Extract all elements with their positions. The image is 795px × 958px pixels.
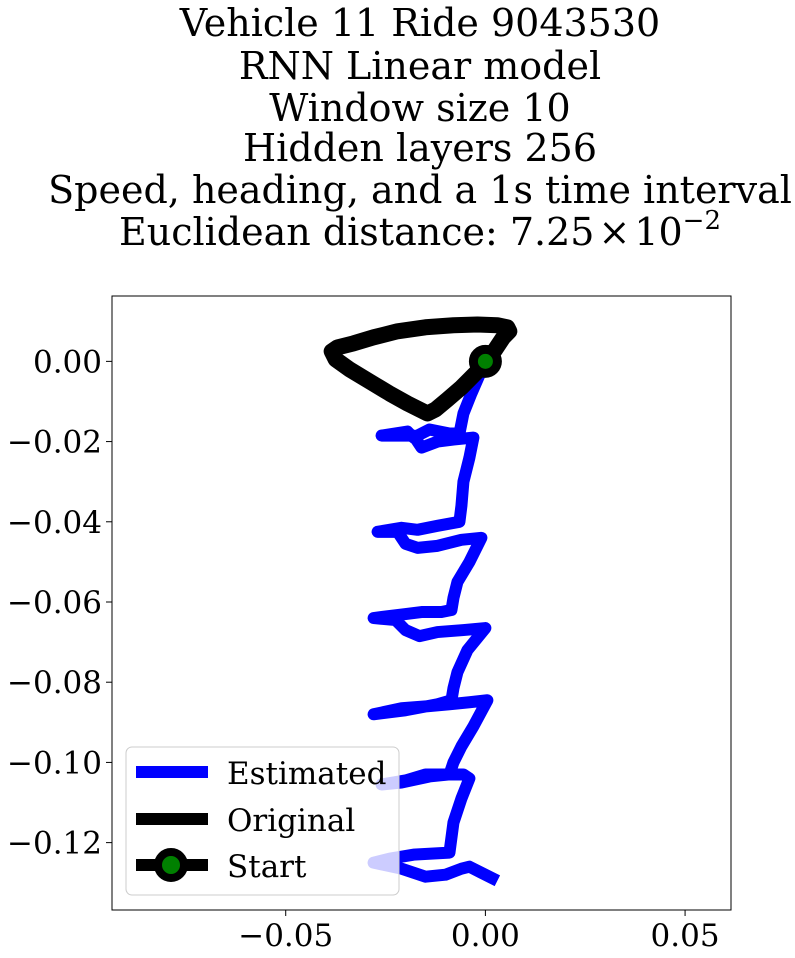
y-tick-label: −0.04 (7, 505, 102, 541)
title-line-2: RNN Linear model (239, 44, 601, 88)
x-axis: −0.05 0.00 0.05 (238, 910, 720, 954)
y-tick-label: −0.06 (7, 585, 102, 621)
y-tick-label: −0.02 (7, 425, 102, 461)
plot-data (323, 316, 518, 887)
title-line-6: Euclidean distance: 7.25 × 10−2 (119, 206, 721, 254)
title-line-4: Hidden layers 256 (243, 126, 597, 170)
y-tick-label: −0.10 (7, 745, 102, 781)
chart-title: Vehicle 11 Ride 9043530 RNN Linear model… (48, 1, 792, 254)
title-metric-base: 10 (634, 210, 682, 254)
x-tick-label: 0.00 (451, 918, 520, 954)
legend: Estimated Original Start (125, 746, 400, 896)
legend-box (125, 746, 400, 896)
y-tick-label: 0.00 (33, 344, 102, 380)
series-estimated-line (367, 358, 501, 887)
legend-original-label: Original (227, 803, 355, 839)
y-tick-label: −0.12 (7, 826, 102, 862)
series-original-line (323, 316, 518, 422)
y-tick-label: −0.08 (7, 665, 102, 701)
title-line-3: Window size 10 (269, 86, 570, 130)
series-start-marker (468, 344, 502, 378)
title-metric-prefix: Euclidean distance: 7.25 (119, 210, 594, 254)
legend-estimated-label: Estimated (227, 756, 386, 792)
x-tick-label: 0.05 (651, 918, 720, 954)
legend-start-label: Start (227, 849, 307, 885)
y-axis: 0.00 −0.02 −0.04 −0.06 −0.08 −0.10 −0.12 (7, 344, 112, 862)
legend-start-marker (154, 848, 188, 882)
title-line-1: Vehicle 11 Ride 9043530 (179, 1, 660, 45)
plot-frame (111, 295, 732, 911)
title-line-5: Speed, heading, and a 1s time interval (48, 168, 792, 212)
x-tick-label: −0.05 (238, 918, 333, 954)
title-metric-exponent: −2 (683, 206, 721, 236)
title-metric-times: × (598, 210, 630, 254)
